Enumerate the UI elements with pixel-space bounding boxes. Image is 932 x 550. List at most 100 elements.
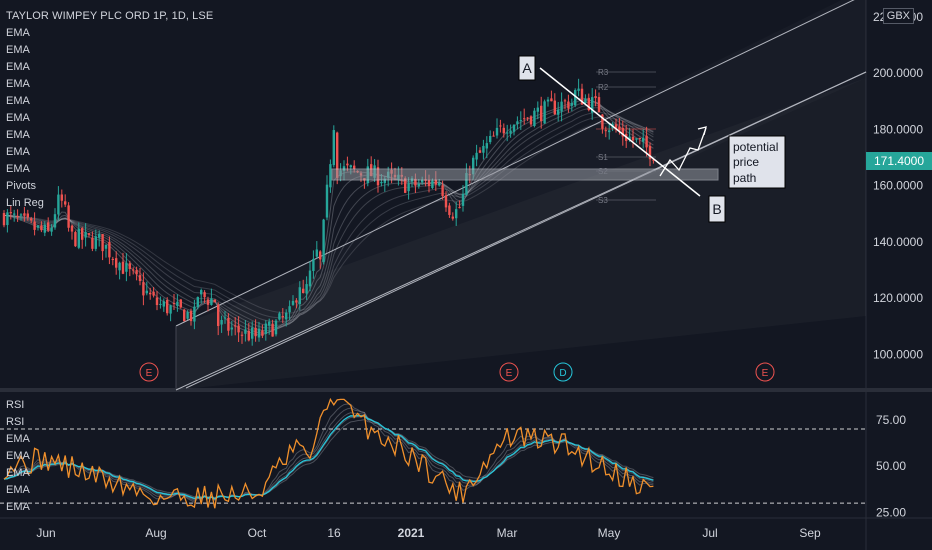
candle-body [529,116,533,125]
note-line-2: price [733,155,759,169]
rsi-axis[interactable]: 25.00 50.00 75.00 [876,413,906,520]
rsi-ema-ribbon-line [3,412,654,500]
candle-body [421,179,424,183]
indicator-label[interactable]: EMA [6,44,30,56]
rsi-ema-ribbon [3,403,654,503]
ema-line [3,116,654,319]
candle-body [142,282,145,296]
candle-body [295,300,298,303]
candle-body [87,233,91,235]
chart-title[interactable]: TAYLOR WIMPEY PLC ORD 1P, 1D, LSE [6,10,214,22]
candle-body [526,117,529,119]
candle-body [516,121,519,125]
candle-body [465,173,468,196]
note-box[interactable] [728,135,786,189]
indicator-label[interactable]: Lin Reg [6,197,44,209]
rsi-legend-label[interactable]: EMA [6,467,30,479]
indicator-label[interactable]: EMA [6,61,30,73]
candle-body [438,182,441,186]
label-a-box[interactable] [518,55,536,81]
rsi-legend-label[interactable]: EMA [6,501,30,513]
candle-body [570,103,573,106]
indicator-label[interactable]: EMA [6,129,30,141]
candle-body [94,236,97,249]
candle-body [33,221,36,230]
candle-body [502,127,505,134]
candle-body [118,262,121,271]
rsi-ema-ribbon-line [3,407,654,502]
candle-body [495,127,499,136]
event-markers[interactable]: E E D E [139,362,775,382]
potential-price-path[interactable] [659,127,707,177]
label-b-box[interactable] [708,195,726,223]
candle-body [380,181,383,184]
candle-body [57,194,60,215]
candle-body [332,130,335,166]
price-axis[interactable]: 100.0000 120.0000 140.0000 160.0000 180.0000… [873,10,923,361]
candle-body [533,110,536,126]
candle-body [247,330,250,341]
candle-body [223,317,227,319]
candle-body [13,213,16,215]
trendline-a-b[interactable] [539,67,701,197]
candle-body [414,178,417,186]
rsi-legend-label[interactable]: RSI [6,399,25,411]
candle-body [427,180,431,187]
candle-body [308,270,312,287]
channel-lower-line[interactable] [185,71,867,389]
candle-body [325,184,329,218]
price-tick-label: 200.0000 [873,66,923,80]
candle-body [550,98,553,102]
label-a: A [522,60,532,76]
indicator-label[interactable]: EMA [6,163,30,175]
candle-body [349,165,352,168]
time-tick-label: Oct [248,526,267,540]
candle-body [560,101,563,112]
candle-body [485,143,488,149]
indicator-label[interactable]: Pivots [6,180,36,192]
rsi-legend-label[interactable]: EMA [6,433,30,445]
candle-body [254,327,257,337]
candle-body [47,222,50,231]
pivot-label-r3: R3 [598,68,609,77]
candle-body [40,225,43,231]
indicator-label[interactable]: EMA [6,146,30,158]
earnings-marker[interactable] [755,362,775,382]
time-tick-label: Mar [497,526,518,540]
earnings-marker[interactable] [499,362,519,382]
indicator-label[interactable]: EMA [6,112,30,124]
candle-body [104,244,108,249]
candle-body [285,312,288,320]
ema-ribbon [3,97,654,336]
candle-body [176,301,179,306]
rsi-legend-label[interactable]: RSI [6,416,25,428]
channel-upper-line[interactable] [175,0,866,327]
candle-body [648,145,652,160]
candle-body [594,96,597,99]
candle-body [631,136,635,141]
candle-body [353,165,356,169]
rsi-tick-label: 25.00 [876,505,906,519]
candle-body [523,118,526,120]
time-axis[interactable]: Jun Aug Oct 16 2021 Mar May Jul Sep [36,526,821,540]
rsi-legend-label[interactable]: EMA [6,484,30,496]
indicator-label[interactable]: EMA [6,95,30,107]
support-zone-rectangle[interactable] [331,168,719,181]
candle-body [155,297,159,306]
pane-divider[interactable] [0,388,932,392]
candle-body [91,237,94,249]
earnings-marker-label: E [146,368,153,379]
candle-body [288,306,291,313]
candle-body [499,125,502,127]
candle-body [608,130,611,133]
candle-body [2,213,6,226]
earnings-marker[interactable] [139,362,159,382]
dividend-marker[interactable] [553,362,573,382]
candle-body [264,323,267,334]
indicator-label[interactable]: EMA [6,78,30,90]
indicator-label[interactable]: EMA [6,27,30,39]
candle-body [540,105,543,122]
rsi-legend-label[interactable]: EMA [6,450,30,462]
candle-body [614,124,618,129]
